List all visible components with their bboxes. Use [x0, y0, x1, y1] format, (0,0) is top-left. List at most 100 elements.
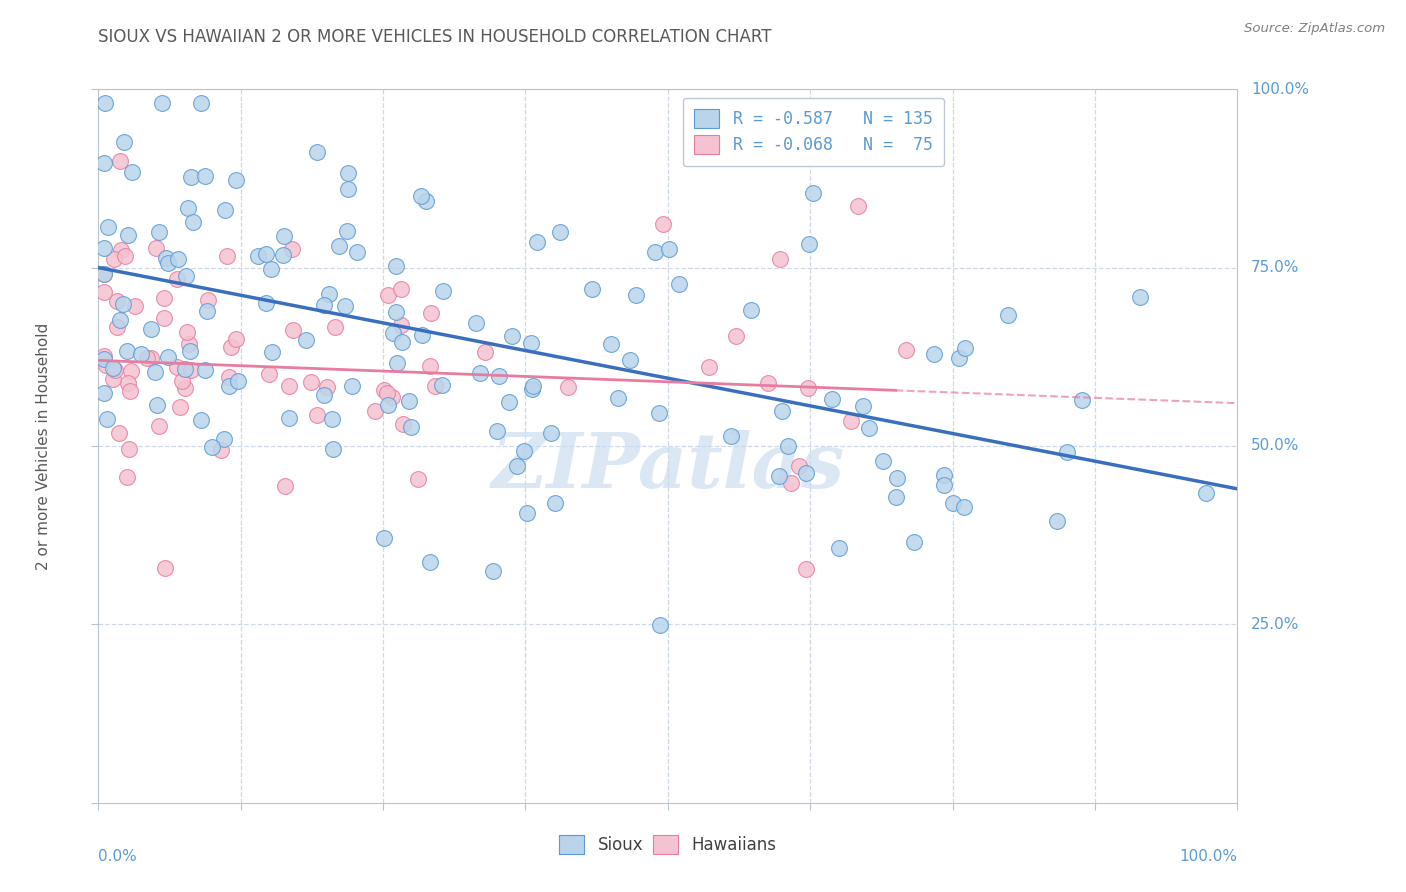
Point	[794, 466, 817, 480]
Point	[146, 398, 169, 412]
Point	[312, 388, 335, 402]
Point	[540, 425, 562, 440]
Point	[474, 345, 496, 359]
Point	[246, 249, 269, 263]
Point	[375, 386, 398, 401]
Point	[392, 417, 415, 431]
Point	[141, 351, 163, 365]
Point	[254, 296, 277, 310]
Point	[787, 458, 810, 473]
Point	[195, 303, 218, 318]
Point	[114, 249, 136, 263]
Point	[93, 349, 115, 363]
Point	[997, 308, 1019, 322]
Point	[377, 288, 399, 302]
Point	[112, 297, 135, 311]
Point	[93, 241, 115, 255]
Point	[115, 343, 138, 358]
Point	[257, 367, 280, 381]
Point	[769, 252, 792, 267]
Point	[852, 399, 875, 413]
Point	[108, 313, 131, 327]
Point	[526, 235, 548, 249]
Point	[218, 378, 240, 392]
Point	[93, 96, 115, 111]
Point	[953, 341, 976, 355]
Point	[124, 299, 146, 313]
Point	[93, 386, 115, 401]
Point	[219, 340, 242, 354]
Point	[225, 332, 247, 346]
Text: 0.0%: 0.0%	[98, 849, 138, 864]
Point	[364, 404, 387, 418]
Point	[942, 496, 965, 510]
Point	[170, 374, 193, 388]
Point	[780, 475, 803, 490]
Point	[797, 382, 820, 396]
Point	[121, 165, 143, 179]
Point	[385, 304, 408, 318]
Point	[108, 426, 131, 441]
Point	[606, 392, 628, 406]
Point	[697, 359, 720, 374]
Point	[93, 156, 115, 170]
Point	[406, 472, 429, 486]
Legend: Sioux, Hawaiians: Sioux, Hawaiians	[547, 823, 789, 866]
Point	[385, 356, 408, 370]
Point	[155, 251, 177, 265]
Point	[97, 219, 120, 234]
Point	[513, 444, 536, 458]
Point	[283, 323, 305, 337]
Point	[145, 365, 167, 379]
Point	[652, 217, 675, 231]
Point	[932, 478, 955, 492]
Point	[274, 479, 297, 493]
Point	[157, 256, 180, 270]
Point	[104, 363, 127, 377]
Point	[903, 535, 925, 549]
Point	[385, 259, 408, 273]
Point	[419, 359, 441, 374]
Point	[176, 201, 198, 215]
Point	[516, 506, 538, 520]
Point	[557, 379, 579, 393]
Point	[260, 261, 283, 276]
Point	[323, 320, 346, 334]
Point	[420, 306, 443, 320]
Point	[153, 291, 176, 305]
Point	[148, 225, 170, 239]
Point	[273, 229, 295, 244]
Point	[720, 429, 742, 443]
Point	[619, 353, 641, 368]
Point	[391, 335, 413, 350]
Point	[399, 419, 422, 434]
Point	[214, 203, 236, 218]
Point	[1195, 485, 1218, 500]
Point	[174, 269, 197, 284]
Point	[1071, 392, 1094, 407]
Point	[254, 246, 277, 260]
Point	[180, 170, 202, 185]
Point	[117, 227, 139, 242]
Point	[103, 252, 125, 266]
Point	[167, 252, 190, 267]
Point	[411, 327, 433, 342]
Point	[218, 370, 240, 384]
Point	[377, 398, 399, 412]
Point	[299, 375, 322, 389]
Point	[768, 469, 790, 483]
Point	[346, 245, 368, 260]
Text: 100.0%: 100.0%	[1180, 849, 1237, 864]
Point	[280, 242, 302, 256]
Point	[820, 392, 842, 407]
Point	[1046, 515, 1069, 529]
Point	[522, 378, 544, 392]
Point	[725, 329, 748, 343]
Point	[152, 311, 174, 326]
Point	[482, 564, 505, 578]
Point	[668, 277, 690, 291]
Point	[432, 284, 454, 298]
Point	[335, 299, 357, 313]
Point	[153, 561, 176, 575]
Point	[336, 223, 359, 237]
